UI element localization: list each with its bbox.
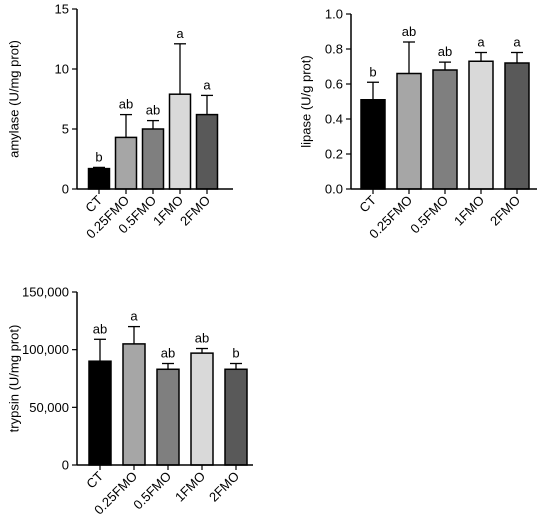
trypsin-category-label-0: CT <box>83 468 106 491</box>
amylase-significance-label-3: a <box>176 26 184 41</box>
trypsin-significance-label-3: ab <box>195 331 209 346</box>
amylase-bar-4 <box>195 113 219 190</box>
lipase-significance-label-4: a <box>513 35 521 50</box>
trypsin-y-tick-label-2: 100,000 <box>22 342 69 357</box>
trypsin-y-tick-label-3: 150,000 <box>22 285 69 300</box>
lipase-category-label-2: 0.5FMO <box>407 193 451 237</box>
amylase-bar-3 <box>168 93 192 190</box>
lipase-bar-2 <box>432 69 458 190</box>
trypsin-significance-label-2: ab <box>161 346 175 361</box>
trypsin-y-tick-label-0: 0 <box>62 458 69 473</box>
lipase-y-tick-label-5: 1.0 <box>325 7 343 22</box>
amylase-bar-0 <box>87 167 111 190</box>
lipase-bar-3 <box>468 60 494 190</box>
trypsin-chart: abCTa0.25FMOab0.5FMOab1FMOb2FMO050,00010… <box>7 285 253 517</box>
amylase-y-tick-label-2: 10 <box>55 62 69 77</box>
amylase-y-tick-label-0: 0 <box>62 182 69 197</box>
amylase-y-tick-label-3: 15 <box>55 2 69 17</box>
trypsin-bar-1 <box>122 343 146 466</box>
lipase-significance-label-3: a <box>477 35 485 50</box>
lipase-y-tick-label-2: 0.4 <box>325 112 343 127</box>
trypsin-y-tick-label-1: 50,000 <box>29 400 69 415</box>
trypsin-significance-label-1: a <box>130 309 138 324</box>
lipase-bar-4 <box>504 62 530 190</box>
amylase-y-axis-title: amylase (U/mg prot) <box>7 40 22 158</box>
amylase-chart: bCTab0.25FMOab0.5FMOa1FMOa2FMO051015amyl… <box>7 2 233 241</box>
lipase-category-label-0: CT <box>356 192 379 215</box>
trypsin-bar-3 <box>190 352 214 466</box>
lipase-significance-label-1: ab <box>402 24 416 39</box>
amylase-y-tick-label-1: 5 <box>62 122 69 137</box>
lipase-category-label-4: 2FMO <box>487 193 523 229</box>
trypsin-bar-2 <box>156 368 180 466</box>
lipase-y-tick-label-3: 0.6 <box>325 77 343 92</box>
amylase-significance-label-2: ab <box>146 103 160 118</box>
amylase-significance-label-1: ab <box>119 97 133 112</box>
lipase-y-tick-label-4: 0.8 <box>325 42 343 57</box>
amylase-significance-label-0: b <box>95 149 102 164</box>
trypsin-category-label-4: 2FMO <box>206 469 242 505</box>
lipase-y-tick-label-1: 0.2 <box>325 147 343 162</box>
trypsin-category-label-3: 1FMO <box>172 469 208 505</box>
amylase-bar-1 <box>114 136 138 190</box>
lipase-significance-label-2: ab <box>438 44 452 59</box>
amylase-bar-2 <box>141 128 165 190</box>
trypsin-significance-label-4: b <box>232 346 239 361</box>
trypsin-y-axis-title: trypsin (U/mg prot) <box>7 325 22 433</box>
lipase-category-label-3: 1FMO <box>451 193 487 229</box>
trypsin-significance-label-0: ab <box>93 321 107 336</box>
lipase-chart: bCTab0.25FMOab0.5FMOa1FMOa2FMO0.00.20.40… <box>299 7 537 241</box>
lipase-y-tick-label-0: 0.0 <box>325 182 343 197</box>
trypsin-category-label-2: 0.5FMO <box>130 469 174 513</box>
lipase-significance-label-0: b <box>369 64 376 79</box>
lipase-y-axis-title: lipase (U/g prot) <box>299 55 314 147</box>
lipase-bar-0 <box>360 99 386 190</box>
amylase-category-label-4: 2FMO <box>177 193 213 229</box>
lipase-bar-1 <box>396 72 422 190</box>
trypsin-bar-0 <box>88 360 112 466</box>
amylase-category-label-3: 1FMO <box>150 193 186 229</box>
amylase-significance-label-4: a <box>203 77 211 92</box>
trypsin-bar-4 <box>224 368 248 466</box>
